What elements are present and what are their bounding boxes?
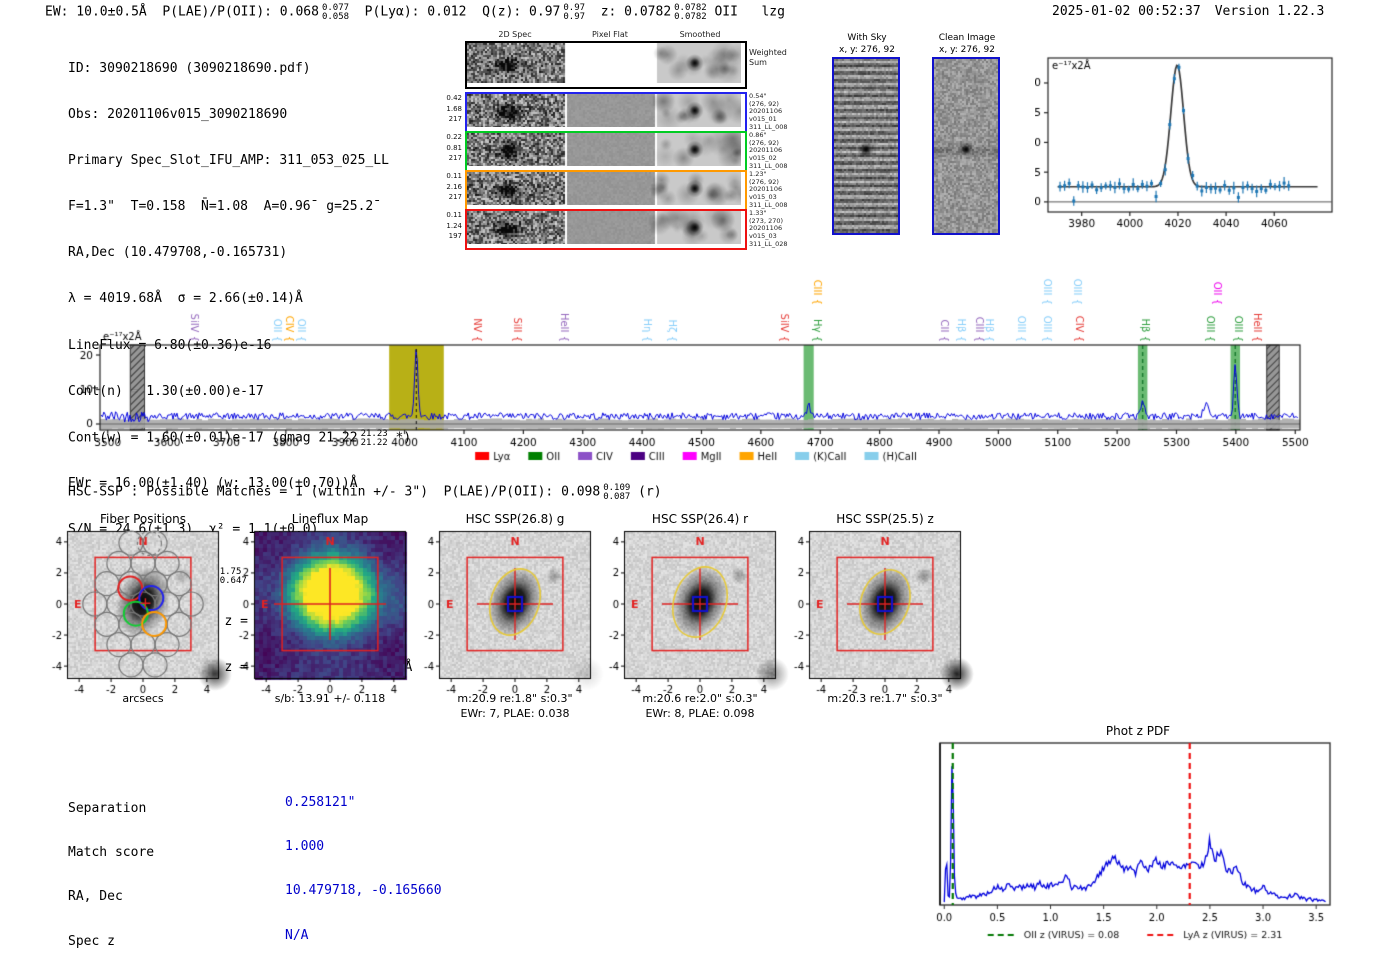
cutout-hsc-r-sub1: m:20.6 re:2.0" s:0.3" bbox=[642, 692, 758, 705]
cutout-hsc-z bbox=[770, 520, 1000, 695]
photz-pdf-title: Phot z PDF bbox=[1105, 724, 1171, 738]
spec2d-row-2-left-labels: 0.22 0.81 217 bbox=[446, 133, 462, 163]
spec2d-row-2 bbox=[465, 131, 747, 172]
spec2d-row-2-image bbox=[467, 133, 741, 166]
clean-image-title: Clean Image x, y: 276, 92 bbox=[938, 33, 996, 55]
summary-header: EW: 10.0±0.5Å P(LAE)/P(OII): 0.068 0.077 0… bbox=[45, 3, 785, 23]
spec2d-row-4-left-labels: 0.11 1.24 197 bbox=[446, 211, 462, 241]
clean-image-panel bbox=[932, 57, 1000, 235]
spec2d-row-1-image bbox=[467, 94, 741, 127]
match-value-score: 1.000 bbox=[285, 838, 325, 854]
cutout-fiber-xlabel: arcsecs bbox=[122, 692, 164, 705]
spec2d-weighted-image bbox=[467, 43, 741, 83]
cutout-hsc-g-sub2: EWr: 7, PLAE: 0.038 bbox=[460, 707, 570, 720]
report-timestamp: 2025-01-02 00:52:37 Version 1.22.3 bbox=[1052, 4, 1324, 19]
info-line-ewr: EWr = 16.00(±1.40) (w: 13.00(±0.70))Å bbox=[68, 475, 358, 491]
spec2d-row-1-left-labels: 0.42 1.68 217 bbox=[446, 94, 462, 124]
info-line-seeing: F=1.3" T=0.1̄58 N̄=1.08 A=0.96̄ g=25.2̄ bbox=[68, 199, 374, 215]
spec2d-row-4-image bbox=[467, 211, 741, 244]
spec2d-col-header-2: Pixel Flat bbox=[592, 30, 628, 39]
match-label-radec: RA, Dec bbox=[68, 889, 123, 905]
phot-z-pdf-plot bbox=[930, 738, 1360, 953]
version-text: Version 1.22.3 bbox=[1214, 4, 1325, 19]
with-sky-image bbox=[834, 59, 898, 233]
spec2d-col-header-1: 2D Spec bbox=[498, 30, 532, 39]
spec2d-row-weighted bbox=[465, 41, 747, 89]
timestamp-text: 2025-01-02 00:52:37 bbox=[1052, 4, 1201, 19]
cutout-hsc-g-sub1: m:20.9 re:1.8" s:0.3" bbox=[457, 692, 573, 705]
spec2d-row-3-meta: 1.23" (276, 92) 20201106 v015_03 311_LL_… bbox=[749, 170, 788, 209]
match-table-values: 0.258121" 1.000 10.479718, -0.165660 N/A… bbox=[285, 766, 442, 953]
spec2d-row-4-meta: 1.33" (273, 270) 20201106 v015_03 311_LL… bbox=[749, 209, 788, 248]
match-label-separation: Separation bbox=[68, 800, 147, 816]
info-line-radec: RA,Dec (10.479708,-0.165731) bbox=[68, 245, 288, 261]
spec2d-row-3-image bbox=[467, 172, 741, 205]
match-value-separation: 0.258121" bbox=[285, 794, 356, 810]
info-line-primary: Primary Spec_Slot_IFU_AMP: 311_053_025_L… bbox=[68, 153, 389, 169]
spec2d-col-header-3: Smoothed bbox=[679, 30, 721, 39]
hsc-match-header: HSC-SSP : Possible Matches = 1 (within +… bbox=[68, 483, 662, 503]
info-line-obs: Obs: 20201106v015_3090218690 bbox=[68, 107, 288, 123]
match-label-specz: Spec z bbox=[68, 933, 115, 949]
full-spectrum-plot bbox=[60, 268, 1345, 468]
match-value-specz: N/A bbox=[285, 927, 309, 943]
info-line-id: ID: 3090218690 (3090218690.pdf) bbox=[68, 61, 311, 76]
gaussian-fit-plot bbox=[1035, 45, 1350, 230]
match-label-score: Match score bbox=[68, 844, 155, 860]
spec2d-row-1-meta: 0.54" (276, 92) 20201106 v015_01 311_LL_… bbox=[749, 92, 788, 131]
with-sky-panel bbox=[832, 57, 900, 235]
spec2d-row-3 bbox=[465, 170, 747, 211]
cutout-hsc-r-sub2: EWr: 8, PLAE: 0.098 bbox=[645, 707, 755, 720]
spec2d-row-1 bbox=[465, 92, 747, 133]
spec2d-row-3-left-labels: 0.11 2.16 217 bbox=[446, 172, 462, 202]
cutout-lineflux-sub: s/b: 13.91 +/- 0.118 bbox=[274, 692, 386, 705]
with-sky-title: With Sky x, y: 276, 92 bbox=[839, 33, 895, 55]
spec2d-row-2-meta: 0.86" (276, 92) 20201106 v015_02 311_LL_… bbox=[749, 131, 788, 170]
cutout-hsc-z-sub1: m:20.3 re:1.7" s:0.3" bbox=[827, 692, 943, 705]
clean-image bbox=[934, 59, 998, 233]
match-table-labels: Separation Match score RA, Dec Spec z Ph… bbox=[68, 772, 185, 953]
spec2d-row-4 bbox=[465, 209, 747, 250]
match-value-radec: 10.479718, -0.165660 bbox=[285, 883, 442, 899]
spec2d-weighted-label: Weighted Sum bbox=[749, 48, 787, 67]
